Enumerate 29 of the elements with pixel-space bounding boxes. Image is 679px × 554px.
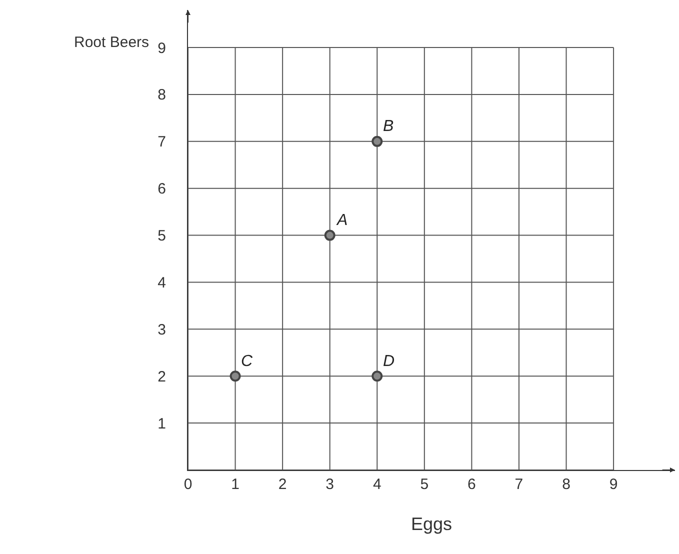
y-tick-label: 3 xyxy=(158,321,166,338)
point xyxy=(324,230,336,241)
x-tick-label: 0 xyxy=(184,476,192,493)
y-tick-label: 7 xyxy=(158,134,166,151)
x-tick-label: 6 xyxy=(468,476,476,493)
y-tick-label: 8 xyxy=(158,86,166,104)
x-axis-title: Eggs xyxy=(410,514,452,534)
x-tick-label: 2 xyxy=(278,476,287,493)
x-tick-label: 7 xyxy=(514,476,524,493)
x-tick-label: 3 xyxy=(326,476,334,493)
point xyxy=(372,370,383,382)
y-tick-label: 4 xyxy=(158,274,166,292)
x-tick-label: 1 xyxy=(231,476,240,493)
y-tick-label: 1 xyxy=(158,415,166,432)
annotation: A xyxy=(336,212,348,229)
x-tick-label: 9 xyxy=(609,476,618,493)
point xyxy=(372,136,383,147)
annotation: B xyxy=(383,118,394,135)
y-tick-label: 9 xyxy=(158,40,166,57)
annotation: C xyxy=(241,353,253,370)
x-tick-label: 8 xyxy=(562,476,570,493)
y-tick-label: 6 xyxy=(158,180,166,198)
y-axis-title: Root Beers xyxy=(74,34,150,51)
x-tick-label: 5 xyxy=(420,476,429,493)
point xyxy=(230,370,241,382)
annotation: D xyxy=(383,353,395,370)
y-tick-label: 5 xyxy=(158,228,166,245)
x-tick-label: 4 xyxy=(372,476,382,493)
y-tick-label: 2 xyxy=(158,368,166,386)
